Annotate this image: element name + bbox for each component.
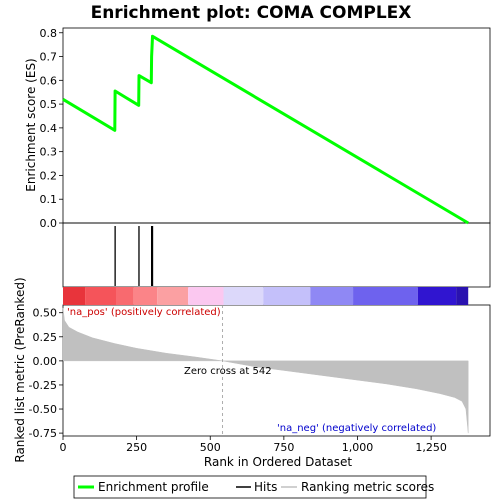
color-bar-segment: [223, 287, 264, 305]
color-bar-segment: [116, 287, 134, 305]
x-axis-label: Rank in Ordered Dataset: [204, 455, 352, 469]
chart-title: Enrichment plot: COMA COMPLEX: [91, 3, 412, 23]
legend-label-enrichment: Enrichment profile: [98, 480, 209, 494]
es-y-tick-label: 0.5: [40, 98, 58, 111]
x-tick-label: 750: [273, 441, 294, 454]
metric-y-tick-label: 0.25: [33, 331, 58, 344]
x-tick-label: 1,250: [415, 441, 447, 454]
color-bar-segment: [133, 287, 158, 305]
enrichment-profile-line: [62, 34, 469, 225]
x-tick-label: 250: [126, 441, 147, 454]
es-y-tick-label: 0.1: [40, 193, 58, 206]
es-y-tick-label: 0.2: [40, 169, 58, 182]
x-tick-label: 500: [200, 441, 221, 454]
metric-y-tick-label: -0.75: [29, 427, 57, 440]
metric-y-tick-label: 0.50: [33, 307, 58, 320]
hits-panel-frame: [62, 222, 491, 288]
metric-y-tick-label: 0.00: [33, 355, 58, 368]
es-y-tick-label: 0.7: [40, 51, 58, 64]
legend: Enrichment profile Hits Ranking metric s…: [73, 475, 434, 499]
color-bar-segment: [417, 287, 457, 305]
es-y-tick-label: 0.8: [40, 27, 58, 40]
legend-label-metric: Ranking metric scores: [301, 480, 434, 494]
es-y-tick-label: 0.0: [40, 217, 58, 230]
neg-correlated-label: 'na_neg' (negatively correlated): [277, 423, 436, 434]
es-y-axis-label: Enrichment score (ES): [24, 58, 38, 191]
pos-correlated-label: 'na_pos' (positively correlated): [67, 307, 221, 318]
metric-y-tick-label: -0.50: [29, 403, 57, 416]
es-y-tick-label: 0.4: [40, 122, 58, 135]
color-bar-segment: [85, 287, 117, 305]
zero-cross-label: Zero cross at 542: [184, 366, 272, 377]
es-panel: 0.0 0.1 0.2 0.3 0.4 0.5 0.6 0.7 0.8: [40, 27, 469, 230]
color-bar-segment: [63, 287, 86, 305]
color-bar-segment: [157, 287, 189, 305]
x-tick-label: 1,000: [342, 441, 374, 454]
legend-label-hits: Hits: [254, 480, 277, 494]
hits-panel: [114, 226, 154, 286]
es-panel-frame: [62, 27, 491, 224]
metric-y-axis-label: Ranked list metric (PreRanked): [13, 277, 27, 462]
x-tick-label: 0: [60, 441, 67, 454]
ranking-metric-area: [62, 307, 469, 434]
color-bar-segment: [353, 287, 418, 305]
rank-color-bar: [63, 287, 469, 305]
color-bar-segment: [188, 287, 224, 305]
es-y-tick-label: 0.6: [40, 74, 58, 87]
color-bar-segment: [310, 287, 354, 305]
color-bar-segment: [456, 287, 469, 305]
es-y-tick-label: 0.3: [40, 146, 58, 159]
color-bar-segment: [263, 287, 311, 305]
metric-panel: -0.75 -0.50 -0.25 0.00 0.25 0.50 0 250 500 750 1,0…: [29, 305, 469, 454]
metric-y-tick-label: -0.25: [29, 379, 57, 392]
